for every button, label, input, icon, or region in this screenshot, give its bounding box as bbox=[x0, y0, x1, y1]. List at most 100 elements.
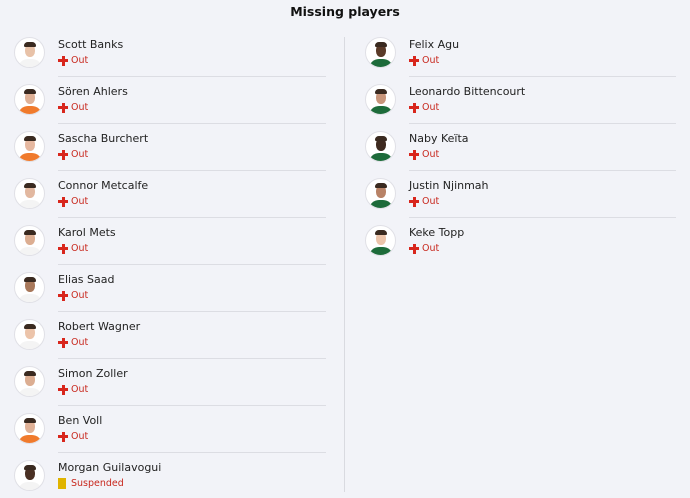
player-avatar[interactable] bbox=[365, 84, 396, 115]
hair bbox=[375, 89, 387, 94]
hair bbox=[375, 230, 387, 235]
player-row[interactable]: Keke Topp Out bbox=[365, 218, 676, 265]
player-status: Out bbox=[58, 337, 88, 348]
player-avatar[interactable] bbox=[14, 37, 45, 68]
hair bbox=[375, 183, 387, 188]
player-status: Out bbox=[409, 102, 439, 113]
player-name[interactable]: Keke Topp bbox=[409, 226, 465, 239]
yellow-card-icon bbox=[58, 478, 66, 489]
jersey bbox=[369, 153, 393, 161]
player-avatar[interactable] bbox=[14, 366, 45, 397]
player-status: Out bbox=[58, 384, 88, 395]
hair bbox=[375, 42, 387, 47]
player-row[interactable]: Morgan Guilavogui Suspended bbox=[14, 453, 326, 498]
player-row[interactable]: Sören Ahlers Out bbox=[14, 77, 326, 124]
player-name[interactable]: Simon Zoller bbox=[58, 367, 128, 380]
player-name[interactable]: Connor Metcalfe bbox=[58, 179, 149, 192]
status-label: Out bbox=[71, 431, 89, 442]
player-row[interactable]: Scott Banks Out bbox=[14, 30, 326, 77]
player-row[interactable]: Ben Voll Out bbox=[14, 406, 326, 453]
hair bbox=[24, 89, 36, 94]
face bbox=[25, 138, 35, 151]
face bbox=[376, 232, 386, 245]
status-label: Out bbox=[71, 384, 89, 395]
player-status: Out bbox=[58, 55, 88, 66]
player-avatar[interactable] bbox=[14, 460, 45, 491]
player-name[interactable]: Karol Mets bbox=[58, 226, 116, 239]
row-divider bbox=[409, 170, 676, 171]
player-name[interactable]: Morgan Guilavogui bbox=[58, 461, 162, 474]
player-name[interactable]: Justin Njinmah bbox=[409, 179, 489, 192]
player-name[interactable]: Elias Saad bbox=[58, 273, 115, 286]
injury-cross-icon bbox=[58, 102, 68, 113]
player-avatar[interactable] bbox=[365, 225, 396, 256]
player-name[interactable]: Felix Agu bbox=[409, 38, 460, 51]
player-name[interactable]: Sören Ahlers bbox=[58, 85, 128, 98]
player-row[interactable]: Robert Wagner Out bbox=[14, 312, 326, 359]
player-row[interactable]: Simon Zoller Out bbox=[14, 359, 326, 406]
player-avatar[interactable] bbox=[14, 319, 45, 350]
status-label: Out bbox=[422, 196, 440, 207]
status-label: Out bbox=[422, 149, 440, 160]
player-status: Out bbox=[409, 196, 439, 207]
player-avatar[interactable] bbox=[14, 131, 45, 162]
player-status: Out bbox=[409, 243, 439, 254]
injury-cross-icon bbox=[58, 384, 68, 395]
player-row[interactable]: Felix Agu Out bbox=[365, 30, 676, 77]
player-name[interactable]: Sascha Burchert bbox=[58, 132, 149, 145]
hair bbox=[375, 136, 387, 141]
player-avatar[interactable] bbox=[14, 84, 45, 115]
player-name[interactable]: Robert Wagner bbox=[58, 320, 141, 333]
status-label: Out bbox=[422, 243, 440, 254]
face bbox=[25, 467, 35, 480]
player-avatar[interactable] bbox=[365, 37, 396, 68]
face bbox=[376, 91, 386, 104]
row-divider bbox=[58, 311, 326, 312]
player-status: Out bbox=[58, 196, 88, 207]
injury-cross-icon bbox=[58, 149, 68, 160]
hair bbox=[24, 465, 36, 470]
player-row[interactable]: Justin Njinmah Out bbox=[365, 171, 676, 218]
away-team-column: Felix Agu Out Leonardo Bittencourt Out Naby … bbox=[365, 30, 676, 265]
jersey bbox=[18, 200, 42, 208]
injury-cross-icon bbox=[409, 149, 419, 160]
face bbox=[25, 232, 35, 245]
player-avatar[interactable] bbox=[14, 272, 45, 303]
injury-cross-icon bbox=[409, 102, 419, 113]
player-avatar[interactable] bbox=[14, 178, 45, 209]
row-divider bbox=[58, 405, 326, 406]
player-avatar[interactable] bbox=[14, 413, 45, 444]
player-status: Out bbox=[58, 102, 88, 113]
status-label: Out bbox=[71, 337, 89, 348]
player-row[interactable]: Karol Mets Out bbox=[14, 218, 326, 265]
player-name[interactable]: Ben Voll bbox=[58, 414, 103, 427]
face bbox=[376, 44, 386, 57]
hair bbox=[24, 324, 36, 329]
player-status: Out bbox=[58, 290, 88, 301]
jersey bbox=[18, 388, 42, 396]
player-avatar[interactable] bbox=[14, 225, 45, 256]
jersey bbox=[369, 247, 393, 255]
player-name[interactable]: Scott Banks bbox=[58, 38, 124, 51]
face bbox=[25, 185, 35, 198]
player-row[interactable]: Sascha Burchert Out bbox=[14, 124, 326, 171]
row-divider bbox=[58, 217, 326, 218]
row-divider bbox=[409, 217, 676, 218]
jersey bbox=[18, 106, 42, 114]
player-row[interactable]: Leonardo Bittencourt Out bbox=[365, 77, 676, 124]
player-row[interactable]: Naby Keïta Out bbox=[365, 124, 676, 171]
status-label: Out bbox=[71, 55, 89, 66]
row-divider bbox=[409, 76, 676, 77]
player-avatar[interactable] bbox=[365, 178, 396, 209]
player-name[interactable]: Leonardo Bittencourt bbox=[409, 85, 526, 98]
player-row[interactable]: Elias Saad Out bbox=[14, 265, 326, 312]
player-status: Out bbox=[58, 431, 88, 442]
player-name[interactable]: Naby Keïta bbox=[409, 132, 469, 145]
player-avatar[interactable] bbox=[365, 131, 396, 162]
player-row[interactable]: Connor Metcalfe Out bbox=[14, 171, 326, 218]
injury-cross-icon bbox=[58, 196, 68, 207]
jersey bbox=[18, 341, 42, 349]
face bbox=[25, 44, 35, 57]
face bbox=[25, 279, 35, 292]
face bbox=[25, 373, 35, 386]
